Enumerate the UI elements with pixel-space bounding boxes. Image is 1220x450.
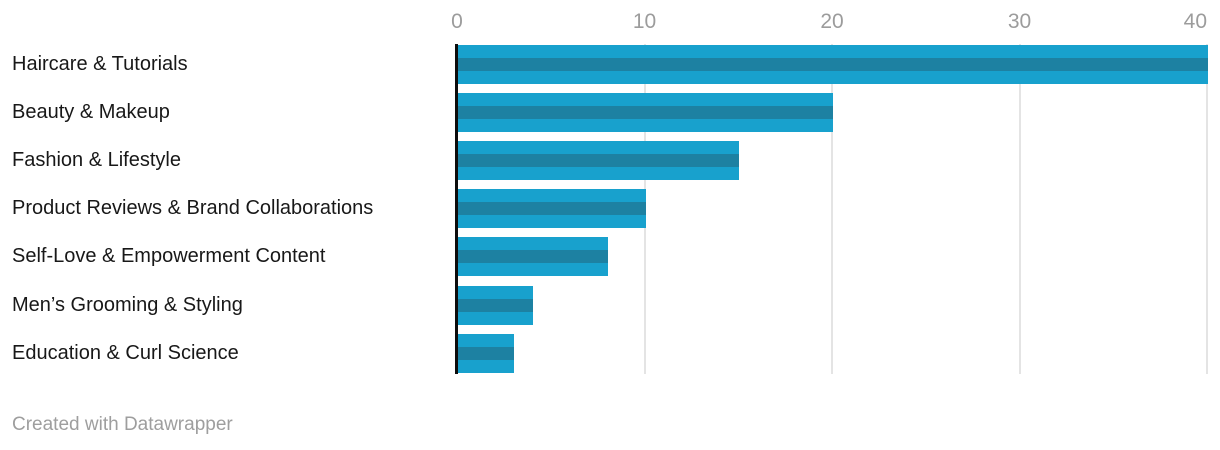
gridline <box>1206 44 1208 374</box>
x-tick-label: 40 <box>1183 10 1207 33</box>
category-label: Fashion & Lifestyle <box>12 148 181 171</box>
category-label: Self-Love & Empowerment Content <box>12 245 326 268</box>
category-label: Men’s Grooming & Styling <box>12 293 243 316</box>
bar <box>458 189 646 229</box>
category-label: Product Reviews & Brand Collaborations <box>12 197 374 220</box>
x-tick-label: 0 <box>451 10 463 33</box>
gridline <box>831 44 833 374</box>
y-axis-line <box>455 44 458 374</box>
x-tick-label: 20 <box>820 10 844 33</box>
category-label: Beauty & Makeup <box>12 100 170 123</box>
x-tick-label: 30 <box>1007 10 1032 33</box>
attribution-text: Created with Datawrapper <box>12 414 233 435</box>
bar <box>458 92 833 132</box>
bar <box>458 333 515 373</box>
category-label: Education & Curl Science <box>12 341 239 364</box>
bar <box>458 44 1208 84</box>
x-tick-label: 10 <box>632 10 657 33</box>
category-label: Haircare & Tutorials <box>12 52 188 75</box>
bar <box>458 140 740 180</box>
bar <box>458 285 533 325</box>
bar <box>458 237 608 277</box>
gridline <box>1018 44 1021 374</box>
